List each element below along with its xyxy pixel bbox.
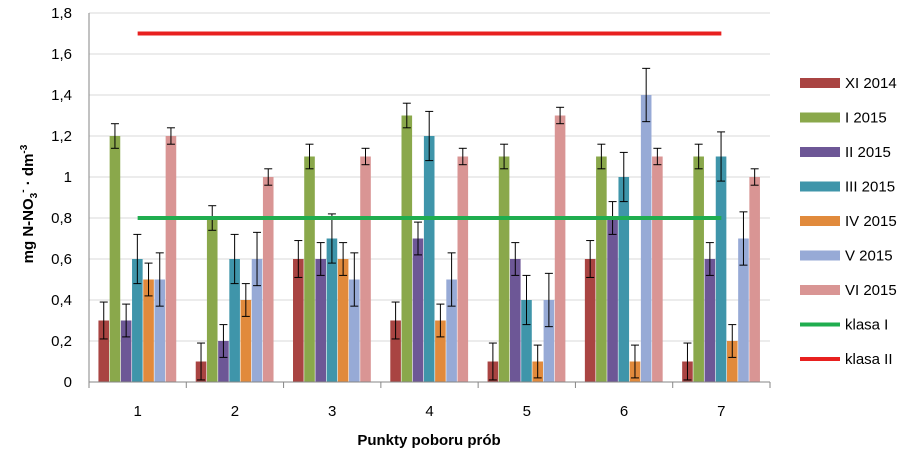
legend-swatch: [800, 147, 840, 157]
bar: [521, 300, 532, 382]
bar: [554, 115, 566, 382]
bars: [98, 95, 760, 382]
bar: [251, 259, 263, 382]
legend-label: XI 2014: [845, 75, 897, 92]
bar: [704, 259, 716, 382]
bar: [315, 259, 327, 382]
bar: [738, 238, 749, 382]
y-tick-label: 0,2: [51, 333, 72, 350]
bar: [509, 259, 521, 382]
bar: [401, 115, 413, 382]
bar: [596, 156, 607, 382]
legend-swatch: [800, 285, 840, 295]
legend-label: III 2015: [845, 179, 895, 196]
y-axis-title-sub: 3: [29, 192, 40, 198]
y-axis-title-mid: · dm: [20, 154, 37, 190]
bar: [240, 300, 252, 382]
y-axis-title-sup1: -: [18, 189, 29, 192]
error-bars: [99, 67, 759, 381]
x-tick-label: 4: [425, 403, 433, 420]
axes: [88, 13, 771, 388]
bar: [412, 238, 424, 382]
y-tick-label: 1,6: [51, 46, 72, 63]
bar: [726, 341, 738, 382]
legend-label: VI 2015: [845, 282, 897, 299]
bar: [652, 156, 663, 382]
legend-swatch: [800, 181, 840, 192]
bar: [337, 259, 349, 382]
x-axis-title: Punkty poboru prób: [357, 432, 500, 449]
legend-label: I 2015: [845, 110, 887, 127]
bar: [360, 156, 371, 382]
legend: XI 2014 I 2015 II 2015 III 2015 IV 2015 V 201…: [800, 75, 897, 368]
bar: [109, 136, 121, 382]
bar: [154, 279, 166, 382]
y-tick-label: 0,4: [51, 292, 72, 309]
legend-label: IV 2015: [845, 213, 897, 230]
bar: [446, 279, 457, 382]
y-tick-label: 1,4: [51, 87, 72, 104]
bar: [607, 218, 618, 382]
bar: [120, 320, 132, 382]
bar: [132, 259, 143, 382]
bar: [349, 279, 360, 382]
bar: [304, 156, 315, 382]
x-tick-label: 5: [523, 403, 531, 420]
legend-swatch: [800, 250, 840, 261]
x-tick-labels: 1 2 3 4 5 6 7: [133, 403, 725, 420]
bar: [693, 156, 704, 382]
bar: [165, 136, 177, 382]
y-tick-label: 1,8: [51, 5, 72, 22]
bar: [749, 177, 760, 382]
legend-swatch: [800, 78, 840, 88]
legend-label: II 2015: [845, 144, 891, 161]
bar: [326, 238, 338, 382]
y-tick-label: 0: [64, 374, 72, 391]
y-tick-labels: 0 0,2 0,4 0,6 0,8 1 1,2 1,4 1,6 1,8: [51, 5, 72, 391]
legend-label: klasa II: [845, 351, 893, 368]
bar: [435, 320, 446, 382]
bar: [640, 95, 652, 382]
bar: [98, 320, 110, 382]
bar: [715, 156, 727, 382]
bar: [457, 156, 469, 382]
bar: [229, 259, 240, 382]
bar: [390, 320, 401, 382]
reference-lines: [137, 31, 722, 220]
bar: [584, 259, 596, 382]
x-tick-label: 7: [717, 403, 725, 420]
y-axis-title-prefix: mg N-NO: [20, 198, 37, 263]
y-tick-label: 0,6: [51, 251, 72, 268]
legend-swatch: [800, 112, 840, 123]
y-tick-label: 1,2: [51, 128, 72, 145]
bar: [218, 341, 229, 382]
bar: [206, 218, 218, 382]
bar: [423, 136, 435, 382]
bar: [262, 177, 274, 382]
y-tick-label: 1: [64, 169, 72, 186]
bar: [543, 300, 555, 382]
legend-label: klasa I: [845, 317, 888, 334]
x-tick-label: 6: [620, 403, 628, 420]
legend-label: V 2015: [845, 248, 893, 265]
bar: [498, 156, 510, 382]
legend-swatch: [800, 216, 840, 226]
y-axis-title-sup2: -3: [19, 144, 30, 153]
bar: [293, 259, 304, 382]
y-tick-label: 0,8: [51, 210, 72, 227]
bar: [618, 177, 630, 382]
x-tick-label: 3: [328, 403, 336, 420]
x-tick-label: 2: [231, 403, 239, 420]
y-axis-title: mg N-NO3- · dm-3: [18, 144, 40, 263]
bar: [143, 279, 154, 382]
x-tick-label: 1: [133, 403, 141, 420]
